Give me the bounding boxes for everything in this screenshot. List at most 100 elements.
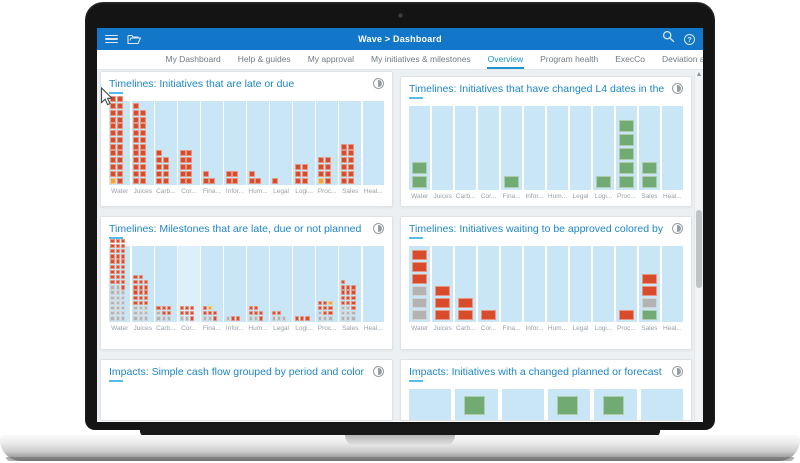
- red-unit[interactable]: [253, 305, 259, 311]
- chart-column[interactable]: [155, 101, 177, 185]
- gray-unit[interactable]: [340, 305, 346, 311]
- gray-unit[interactable]: [346, 316, 351, 321]
- red-unit[interactable]: [322, 300, 328, 306]
- red-unit[interactable]: [340, 290, 346, 295]
- chart-column[interactable]: [132, 246, 154, 322]
- red-unit[interactable]: [140, 130, 147, 137]
- red-unit[interactable]: [115, 254, 120, 259]
- help-icon[interactable]: ?: [684, 33, 695, 45]
- chart-column[interactable]: [409, 389, 452, 420]
- red-unit[interactable]: [186, 170, 193, 177]
- scrollbar-thumb[interactable]: [696, 210, 702, 288]
- red-unit[interactable]: [317, 157, 324, 164]
- red-unit[interactable]: [115, 238, 120, 244]
- red-unit[interactable]: [140, 123, 147, 130]
- chart-column[interactable]: [224, 101, 246, 185]
- gray-unit[interactable]: [351, 311, 356, 316]
- gray-unit[interactable]: [411, 297, 428, 308]
- red-unit[interactable]: [138, 274, 143, 280]
- red-unit[interactable]: [110, 157, 117, 164]
- green-unit[interactable]: [618, 133, 635, 146]
- chart-column[interactable]: [615, 246, 638, 322]
- red-unit[interactable]: [110, 264, 115, 269]
- chart-column[interactable]: [661, 106, 684, 190]
- half-circle-toggle-icon[interactable]: [373, 366, 384, 377]
- red-unit[interactable]: [259, 311, 264, 316]
- green-unit[interactable]: [618, 175, 635, 188]
- red-unit[interactable]: [133, 157, 140, 164]
- red-unit[interactable]: [411, 261, 428, 272]
- red-unit[interactable]: [346, 300, 351, 306]
- red-unit[interactable]: [163, 164, 170, 171]
- chart-column[interactable]: [409, 106, 431, 190]
- red-unit[interactable]: [115, 259, 120, 264]
- red-unit[interactable]: [117, 116, 124, 123]
- chart-column[interactable]: [316, 101, 338, 185]
- chart-column[interactable]: [546, 106, 569, 190]
- chart-column[interactable]: [546, 246, 569, 322]
- red-unit[interactable]: [117, 157, 124, 164]
- red-unit[interactable]: [340, 280, 346, 285]
- red-unit[interactable]: [120, 280, 126, 285]
- gray-unit[interactable]: [166, 316, 172, 321]
- red-unit[interactable]: [340, 285, 346, 290]
- chart-column[interactable]: [132, 101, 154, 185]
- red-unit[interactable]: [156, 164, 163, 171]
- red-unit[interactable]: [340, 143, 347, 150]
- gray-unit[interactable]: [115, 311, 120, 316]
- chart-column[interactable]: [293, 101, 315, 185]
- chart-column[interactable]: [155, 246, 177, 322]
- red-unit[interactable]: [301, 164, 308, 171]
- chart-column[interactable]: [270, 246, 292, 322]
- gray-unit[interactable]: [351, 316, 356, 321]
- red-unit[interactable]: [189, 316, 195, 321]
- chart-column[interactable]: [569, 246, 592, 322]
- gray-unit[interactable]: [120, 295, 126, 300]
- gray-unit[interactable]: [115, 316, 120, 321]
- red-unit[interactable]: [115, 274, 120, 280]
- red-unit[interactable]: [202, 305, 207, 311]
- red-unit[interactable]: [117, 143, 124, 150]
- red-unit[interactable]: [322, 305, 328, 311]
- red-unit[interactable]: [161, 305, 167, 311]
- red-unit[interactable]: [143, 280, 149, 285]
- red-unit[interactable]: [138, 290, 143, 295]
- red-unit[interactable]: [324, 177, 331, 184]
- gray-unit[interactable]: [411, 285, 428, 296]
- red-unit[interactable]: [340, 150, 347, 157]
- red-unit[interactable]: [166, 305, 172, 311]
- red-unit[interactable]: [117, 136, 124, 143]
- red-unit[interactable]: [340, 177, 347, 184]
- red-unit[interactable]: [457, 309, 474, 320]
- chart-column[interactable]: [640, 389, 683, 420]
- red-unit[interactable]: [138, 295, 143, 300]
- red-unit[interactable]: [340, 295, 346, 300]
- chart-column[interactable]: [523, 106, 546, 190]
- red-unit[interactable]: [120, 238, 126, 244]
- chart-column[interactable]: [362, 101, 384, 185]
- chart-column[interactable]: [454, 106, 477, 190]
- red-unit[interactable]: [110, 254, 115, 259]
- chart-column[interactable]: [201, 101, 223, 185]
- chart-column[interactable]: [615, 106, 638, 190]
- chart-column[interactable]: [455, 389, 498, 420]
- red-unit[interactable]: [110, 238, 115, 244]
- gray-unit[interactable]: [328, 316, 333, 321]
- red-unit[interactable]: [166, 311, 172, 316]
- red-unit[interactable]: [179, 157, 186, 164]
- gray-unit[interactable]: [248, 316, 254, 321]
- folder-icon[interactable]: [127, 33, 142, 45]
- red-unit[interactable]: [163, 157, 170, 164]
- red-unit[interactable]: [117, 170, 124, 177]
- chart-column[interactable]: [501, 389, 544, 420]
- chart-column[interactable]: [431, 246, 454, 322]
- tab-execco[interactable]: ExecCo: [615, 53, 645, 64]
- gray-unit[interactable]: [411, 309, 428, 320]
- gray-unit[interactable]: [115, 285, 120, 290]
- red-unit[interactable]: [340, 164, 347, 171]
- red-unit[interactable]: [186, 157, 193, 164]
- red-unit[interactable]: [110, 274, 115, 280]
- gray-unit[interactable]: [156, 316, 161, 321]
- chart-column[interactable]: [293, 246, 315, 322]
- gray-unit[interactable]: [120, 300, 126, 306]
